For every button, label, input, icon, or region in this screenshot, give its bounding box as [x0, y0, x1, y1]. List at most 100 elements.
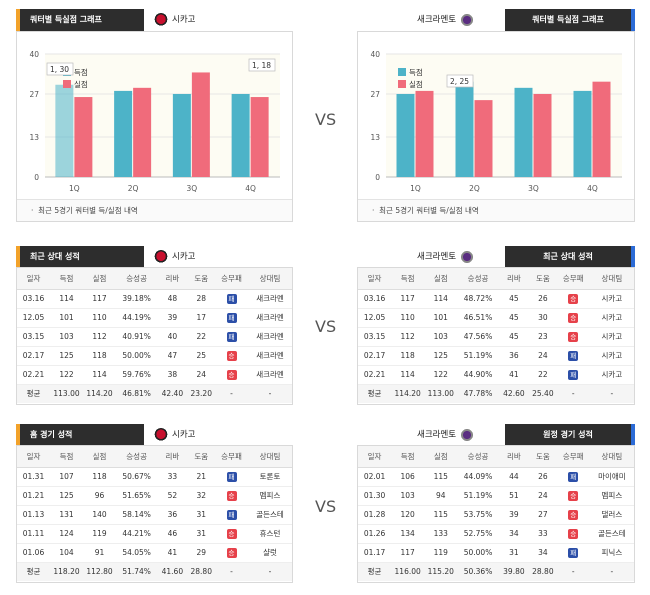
table-cell: 시카고: [589, 327, 634, 347]
result-cell: 패: [556, 543, 590, 563]
table-cell: 91: [83, 543, 116, 563]
column-header: 실점: [83, 446, 116, 468]
average-cell: 51.74%: [116, 562, 158, 581]
table-cell: 106: [391, 467, 425, 487]
chicago-games-table: 일자 득점 실점 승성공 리바 도움 승무패 상대팀 01.31 107 118 50.67% 33 21…: [17, 446, 292, 581]
legend-conceded-swatch: [63, 80, 71, 88]
table-cell: 시카고: [589, 346, 634, 366]
tooltip-label: 1, 18: [252, 61, 271, 70]
table-cell: 118: [83, 467, 116, 487]
chicago-team: 시카고: [154, 9, 195, 31]
x-tick-label: 2Q: [469, 184, 480, 193]
bulls-logo-icon: [154, 428, 168, 442]
score-bar: [231, 93, 250, 177]
win-badge: 승: [226, 528, 237, 539]
column-header: 득점: [50, 268, 83, 290]
table-header-row: 일자 득점 실점 승성공 리바 도움 승무패 상대팀: [17, 446, 292, 468]
table-cell: 117: [83, 289, 116, 309]
result-cell: 승: [556, 505, 590, 525]
table-cell: 39: [498, 505, 530, 525]
table-cell: 101: [50, 308, 83, 328]
average-cell: 115.20: [424, 562, 458, 581]
table-cell: 48.72%: [457, 289, 499, 309]
column-header: 승성공: [116, 446, 158, 468]
column-header: 상대팀: [248, 268, 292, 290]
score-bar: [396, 93, 415, 177]
bulls-logo-icon: [154, 250, 168, 264]
legend-conceded-swatch: [398, 80, 406, 88]
table-cell: 134: [391, 524, 425, 544]
column-header: 리바: [157, 268, 188, 290]
table-cell: 117: [391, 543, 425, 563]
table-row: 01.21 125 96 51.65% 52 32 승 멤피스: [17, 486, 292, 506]
score-bar: [514, 87, 533, 177]
average-cell: 118.20: [50, 562, 83, 581]
table-cell: 34: [529, 543, 557, 563]
loss-badge: 패: [568, 471, 579, 482]
table-cell: 45: [498, 308, 530, 328]
column-header: 실점: [424, 446, 458, 468]
table-cell: 94: [424, 486, 458, 506]
average-cell: 39.80: [498, 562, 530, 581]
sacramento-recent-table: 일자 득점 실점 승성공 리바 도움 승무패 상대팀 03.16 117 114 48.72% 45 26…: [358, 268, 634, 403]
table-cell: 26: [529, 289, 557, 309]
legend-score-swatch: [398, 68, 406, 76]
table-cell: 골든스테: [248, 505, 292, 525]
table-cell: 110: [391, 308, 425, 328]
legend-label: 득점: [74, 67, 88, 77]
table-cell: 40: [157, 327, 188, 347]
column-header: 도움: [529, 268, 557, 290]
conceded-bar: [474, 100, 493, 177]
table-cell: 12.05: [17, 308, 50, 328]
result-cell: 승: [556, 524, 590, 544]
vs-label: VS: [315, 497, 337, 516]
table-row: 03.15 112 103 47.56% 45 23 승 시카고: [358, 327, 634, 347]
table-cell: 125: [424, 346, 458, 366]
legend-label: 득점: [409, 67, 423, 77]
table-cell: 112: [391, 327, 425, 347]
result-cell: 패: [556, 467, 590, 487]
table-row: 01.26 134 133 52.75% 34 33 승 골든스테: [358, 524, 634, 544]
average-cell: 42.40: [157, 384, 188, 403]
table-cell: 휴스턴: [248, 524, 292, 544]
table-cell: 23: [529, 327, 557, 347]
average-cell: 112.80: [83, 562, 116, 581]
table-cell: 03.16: [358, 289, 392, 309]
table-cell: 02.21: [358, 365, 392, 385]
table-row: 02.21 114 122 44.90% 41 22 패 시카고: [358, 365, 634, 385]
x-tick-label: 1Q: [69, 184, 80, 193]
table-cell: 44: [498, 467, 530, 487]
table-cell: 24: [529, 486, 557, 506]
table-cell: 01.13: [17, 505, 50, 525]
table-cell: 멤피스: [248, 486, 292, 506]
average-cell: 평균: [358, 562, 392, 581]
table-cell: 골든스테: [589, 524, 634, 544]
sacramento-chart-panel: 0 13 27 40 1Q 2Q 3Q 4Q 득점 실점 2, 25 · 최근 5경기 쿼터별 득/…: [357, 31, 635, 222]
sacramento-team: 새크라멘토: [417, 424, 475, 446]
chicago-team-name: 시카고: [172, 252, 196, 262]
result-cell: 승: [215, 524, 248, 544]
table-cell: 115: [424, 505, 458, 525]
win-badge: 승: [226, 547, 237, 558]
table-cell: 36: [157, 505, 188, 525]
table-cell: 45: [498, 327, 530, 347]
table-cell: 시카고: [589, 308, 634, 328]
win-badge: 승: [226, 490, 237, 501]
table-cell: 47: [157, 346, 188, 366]
table-cell: 41: [498, 365, 530, 385]
x-tick-label: 4Q: [587, 184, 598, 193]
column-header: 상대팀: [589, 446, 634, 468]
average-cell: -: [248, 562, 292, 581]
header-accent: [16, 246, 20, 268]
table-cell: 01.06: [17, 543, 50, 563]
y-tick-label: 27: [29, 90, 39, 99]
table-cell: 125: [50, 486, 83, 506]
table-cell: 52: [157, 486, 188, 506]
table-cell: 117: [391, 289, 425, 309]
column-header: 도움: [187, 268, 215, 290]
column-header: 득점: [391, 268, 425, 290]
table-cell: 새크라멘: [248, 289, 292, 309]
average-cell: -: [556, 562, 590, 581]
table-cell: 114: [83, 365, 116, 385]
win-badge: 승: [568, 331, 579, 342]
